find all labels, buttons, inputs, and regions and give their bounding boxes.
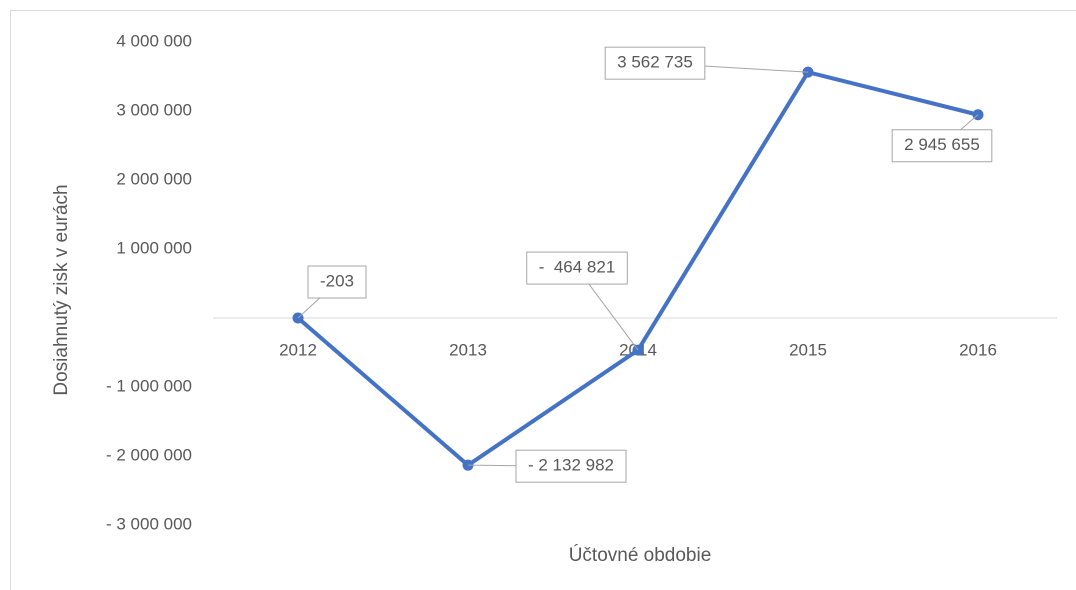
data-label: - 2 132 982 (528, 456, 614, 475)
x-tick-label: 2013 (449, 340, 487, 359)
label-box (604, 46, 706, 80)
label-box (515, 449, 627, 483)
data-label: 2 945 655 (904, 135, 980, 154)
y-tick-label: - 3 000 000 (106, 514, 192, 533)
x-tick-label: 2015 (789, 340, 827, 359)
y-tick-label: - 1 000 000 (106, 376, 192, 395)
x-tick-label: 2012 (279, 340, 317, 359)
y-tick-label: - 2 000 000 (106, 445, 192, 464)
x-axis-title: Účtovné obdobie (569, 544, 712, 566)
data-label: -203 (320, 271, 354, 290)
x-tick-label: 2016 (959, 340, 997, 359)
label-box (891, 129, 993, 163)
chart-border (10, 10, 1076, 590)
label-box (526, 251, 628, 285)
y-tick-label: 3 000 000 (116, 100, 192, 119)
data-label: - 464 821 (539, 258, 616, 277)
y-axis-title: Dosiahnutý zisk v eurách (51, 184, 72, 395)
data-line (296, 70, 979, 468)
y-tick-label: 1 000 000 (116, 238, 192, 257)
y-tick-label: 2 000 000 (116, 169, 192, 188)
y-tick-label: 4 000 000 (116, 31, 192, 50)
data-label: 3 562 735 (617, 53, 693, 72)
label-box (307, 265, 367, 299)
